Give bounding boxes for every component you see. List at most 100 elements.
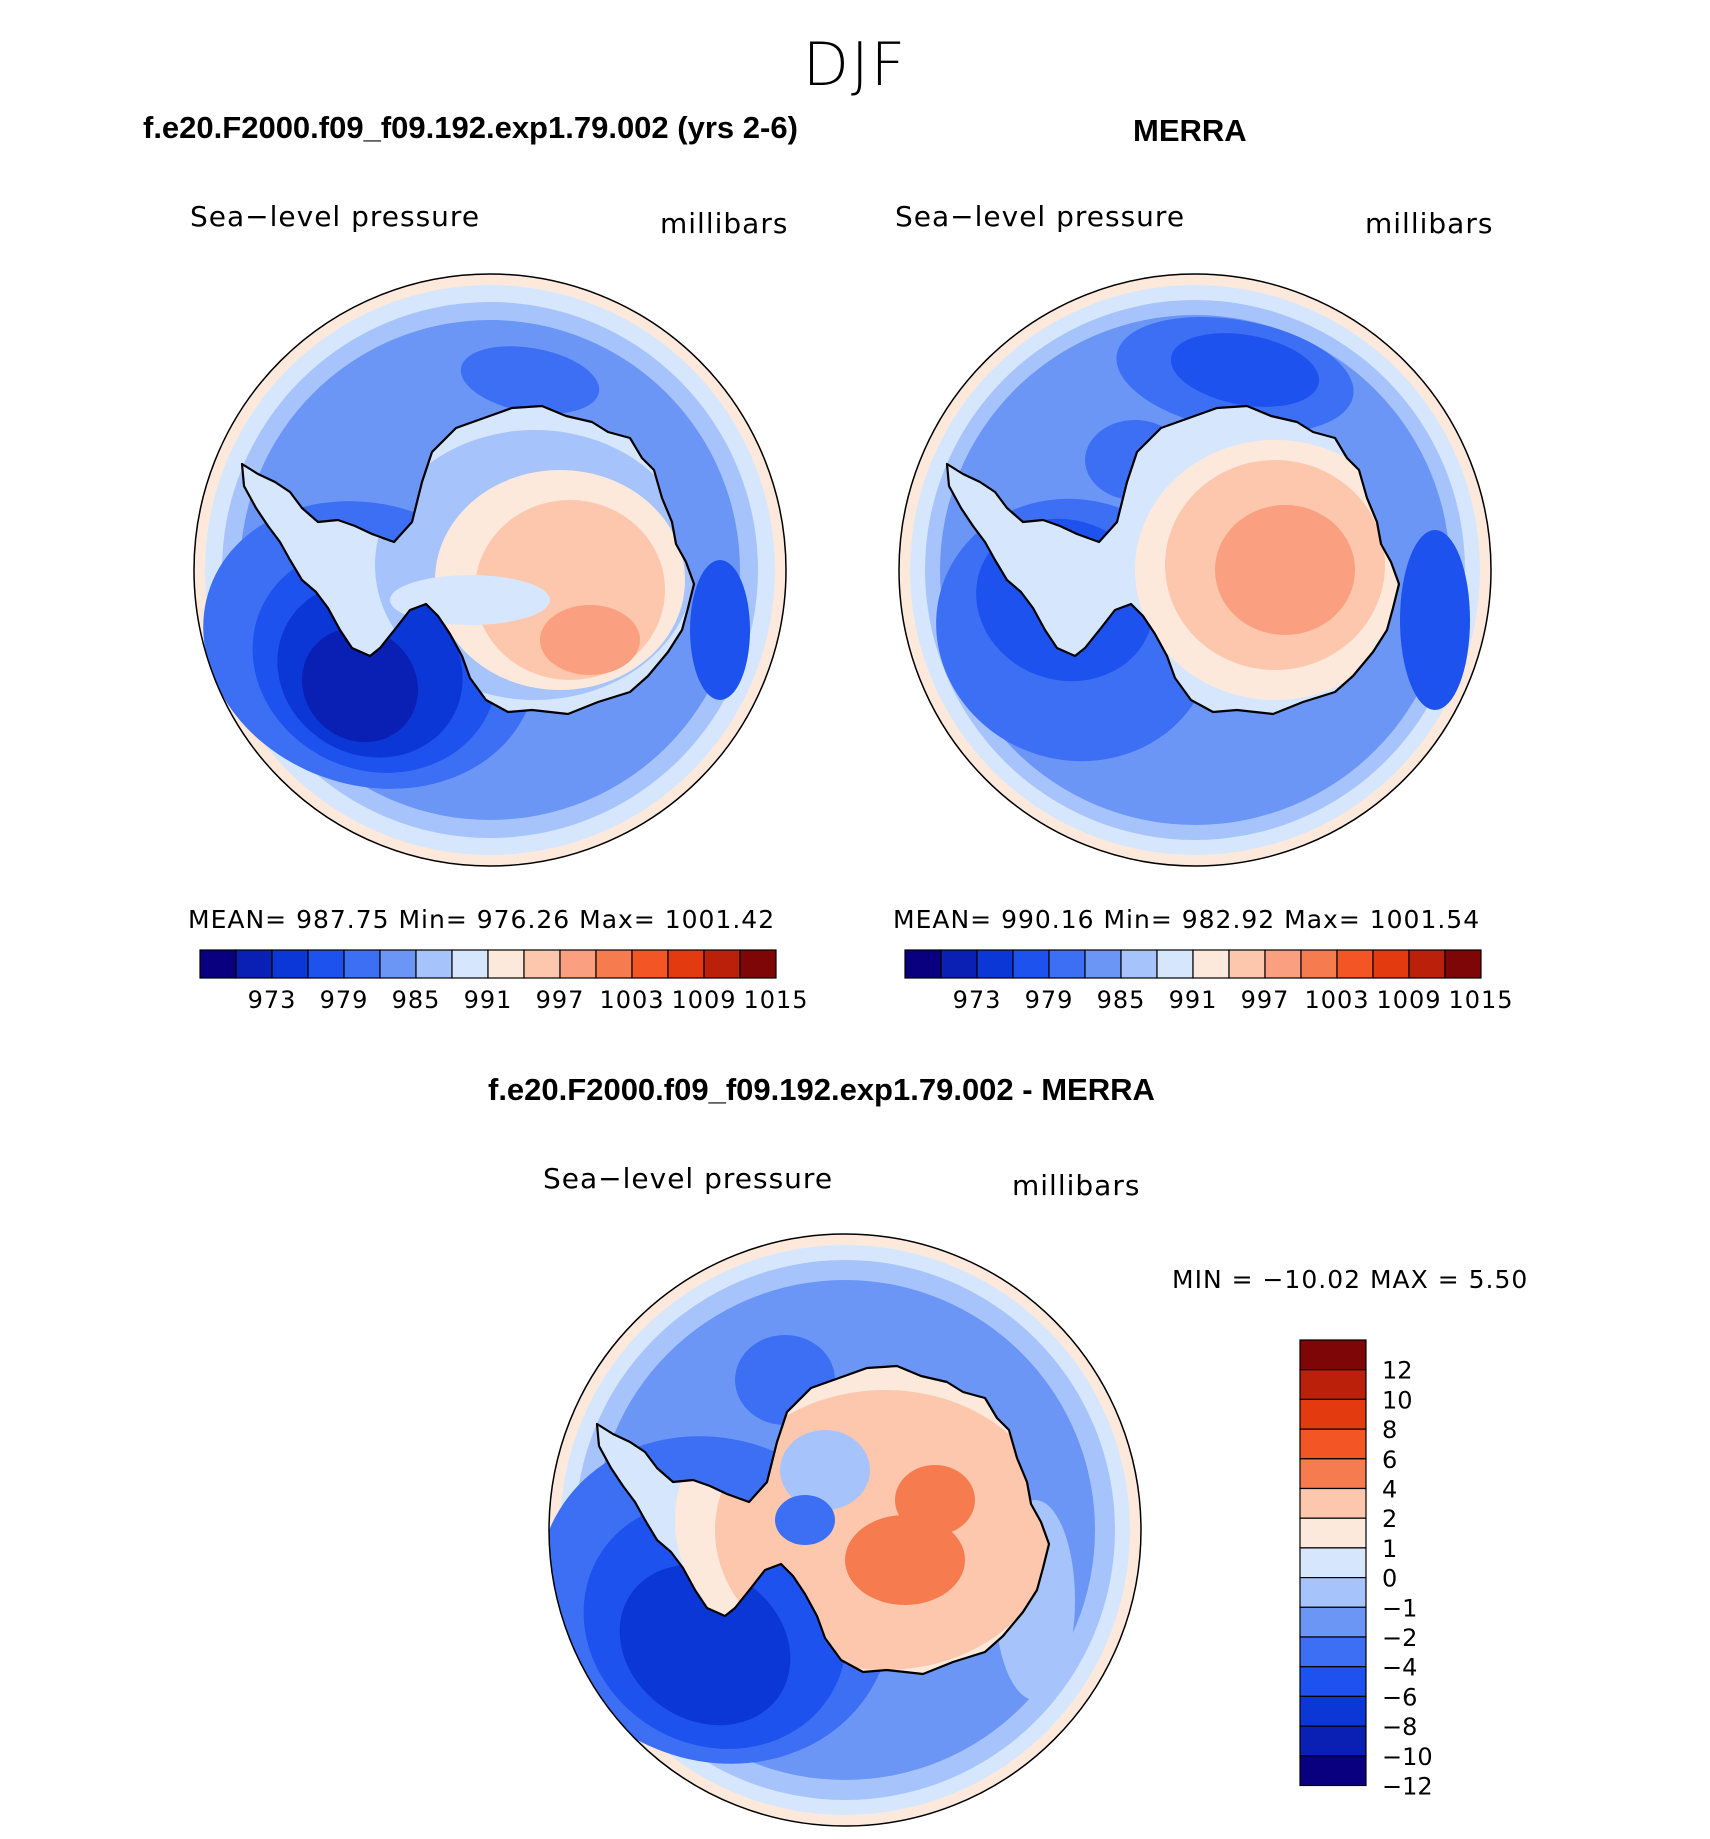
map3-coastline: [595, 1364, 1051, 1676]
map1-coastline: [240, 404, 696, 716]
panel3-colorbar-tick-label: −12: [1382, 1773, 1433, 1801]
panel2-colorbar-swatch: [1264, 949, 1302, 979]
panel2-colorbar-swatch: [1300, 949, 1338, 979]
panel1-colorbar-tick-label: 985: [392, 986, 441, 1014]
panel3-colorbar-swatch: [1299, 1398, 1367, 1430]
panel3-colorbar-tick-label: −1: [1382, 1594, 1417, 1622]
panel2-units-label: millibars: [1365, 207, 1494, 240]
panel3-title: f.e20.F2000.f09_f09.192.exp1.79.002 - ME…: [488, 1072, 1155, 1107]
panel2-colorbar-tick-label: 997: [1241, 986, 1290, 1014]
panel3-colorbar-swatch: [1299, 1666, 1367, 1698]
panel2-colorbar-tick-label: 1009: [1376, 986, 1441, 1014]
panel1-colorbar-swatch: [235, 949, 273, 979]
panel1-colorbar-swatch: [487, 949, 525, 979]
map3-contour-region: [780, 1430, 870, 1510]
panel3-colorbar-swatch: [1299, 1428, 1367, 1460]
panel1-colorbar-tick-label: 997: [536, 986, 585, 1014]
panel3-colorbar-tick-label: −8: [1382, 1713, 1417, 1741]
panel1-colorbar-swatch: [415, 949, 453, 979]
panel3-colorbar-tick-label: −6: [1382, 1683, 1417, 1711]
panel3-colorbar-swatch: [1299, 1755, 1367, 1787]
panel2-colorbar-swatch: [1228, 949, 1266, 979]
map3-contour-region: [775, 1495, 835, 1545]
panel3-units-label: millibars: [1012, 1169, 1141, 1202]
panel3-colorbar-tick-label: 1: [1382, 1535, 1397, 1563]
map3-contour-region: [845, 1515, 965, 1605]
panel3-colorbar-swatch: [1299, 1517, 1367, 1549]
panel2-colorbar-tick-label: 1003: [1304, 986, 1369, 1014]
panel1-colorbar-tick-label: 979: [320, 986, 369, 1014]
panel3-colorbar-tick-label: 12: [1382, 1357, 1413, 1385]
panel3-colorbar-tick-label: 0: [1382, 1565, 1397, 1593]
panel2-colorbar-swatch: [940, 949, 978, 979]
panel3-colorbar-swatch: [1299, 1487, 1367, 1519]
panel1-colorbar-swatch: [343, 949, 381, 979]
panel2-map: [898, 273, 1492, 867]
panel3-colorbar-tick-label: 10: [1382, 1386, 1413, 1414]
map3-contour-region: [619, 1564, 791, 1726]
panel2-colorbar-swatch: [1192, 949, 1230, 979]
panel1-map: [193, 273, 787, 867]
map1-contour-region: [690, 560, 750, 700]
panel2-colorbar-swatch: [1156, 949, 1194, 979]
panel3-colorbar-tick-label: −10: [1382, 1743, 1433, 1771]
panel2-colorbar-tick-label: 1015: [1448, 986, 1513, 1014]
panel3-colorbar-tick-label: 2: [1382, 1505, 1397, 1533]
panel1-colorbar-swatch: [739, 949, 777, 979]
map3-boundary: [548, 1233, 1142, 1827]
panel2-colorbar-tick-label: 985: [1097, 986, 1146, 1014]
panel2-colorbar-swatch: [1444, 949, 1482, 979]
panel1-title: f.e20.F2000.f09_f09.192.exp1.79.002 (yrs…: [143, 110, 798, 145]
panel1-units-label: millibars: [660, 207, 789, 240]
panel1-colorbar-swatch: [703, 949, 741, 979]
panel2-colorbar-swatch: [1120, 949, 1158, 979]
map3-contour-region: [895, 1465, 975, 1535]
panel1-colorbar: 973 979 985 991 997 1003 1009 1015: [199, 949, 808, 1014]
panel3-field-label: Sea−level pressure: [543, 1162, 834, 1195]
map1-contour-region: [460, 346, 600, 414]
panel3-colorbar-tick-label: 8: [1382, 1416, 1397, 1444]
panel3-stats: MIN = −10.02 MAX = 5.50: [1172, 1265, 1529, 1294]
panel1-colorbar-tick-label: 1009: [671, 986, 736, 1014]
map2-contour-region: [1400, 530, 1470, 710]
panel1-colorbar-swatch: [631, 949, 669, 979]
map1-boundary: [193, 273, 787, 867]
panel3-colorbar-tick-label: 6: [1382, 1446, 1397, 1474]
panel2-colorbar-swatch: [904, 949, 942, 979]
panel3-colorbar-swatch: [1299, 1339, 1367, 1371]
panel1-stats: MEAN= 987.75 Min= 976.26 Max= 1001.42: [188, 905, 776, 934]
panel1-colorbar-tick-label: 973: [248, 986, 297, 1014]
panel2-title: MERRA: [1133, 113, 1247, 148]
panel1-colorbar-tick-label: 991: [464, 986, 513, 1014]
panel2-field-label: Sea−level pressure: [895, 200, 1186, 233]
panel1-colorbar-tick-label: 1015: [743, 986, 808, 1014]
panel3-colorbar-swatch: [1299, 1636, 1367, 1668]
panel3-colorbar-swatch: [1299, 1695, 1367, 1727]
panel1-colorbar-swatch: [667, 949, 705, 979]
panel2-colorbar-swatch: [976, 949, 1014, 979]
panel2-colorbar-swatch: [1372, 949, 1410, 979]
panel2-colorbar-swatch: [1048, 949, 1086, 979]
panel3-colorbar-tick-label: −2: [1382, 1624, 1417, 1652]
map2-coastline: [945, 404, 1401, 716]
panel3-colorbar-swatch: [1299, 1606, 1367, 1638]
panel1-colorbar-swatch: [307, 949, 345, 979]
panel3-map: [548, 1233, 1142, 1827]
season-title: DJF: [802, 30, 908, 100]
panel2-colorbar-tick-label: 973: [953, 986, 1002, 1014]
panel2-colorbar-tick-label: 991: [1169, 986, 1218, 1014]
panel2-colorbar-tick-label: 979: [1025, 986, 1074, 1014]
panel3-colorbar-swatch: [1299, 1547, 1367, 1579]
panel1-colorbar-swatch: [451, 949, 489, 979]
map2-contour-region: [1215, 505, 1355, 635]
map2-boundary: [898, 273, 1492, 867]
panel3-colorbar-swatch: [1299, 1577, 1367, 1608]
panel1-colorbar-tick-label: 1003: [599, 986, 664, 1014]
map2-contour-region: [1170, 333, 1320, 407]
panel2-colorbar-swatch: [1408, 949, 1446, 979]
panel3-colorbar-tick-label: −4: [1382, 1654, 1417, 1682]
panel1-colorbar-swatch: [199, 949, 237, 979]
panel1-colorbar-swatch: [559, 949, 597, 979]
panel1-colorbar-swatch: [379, 949, 417, 979]
